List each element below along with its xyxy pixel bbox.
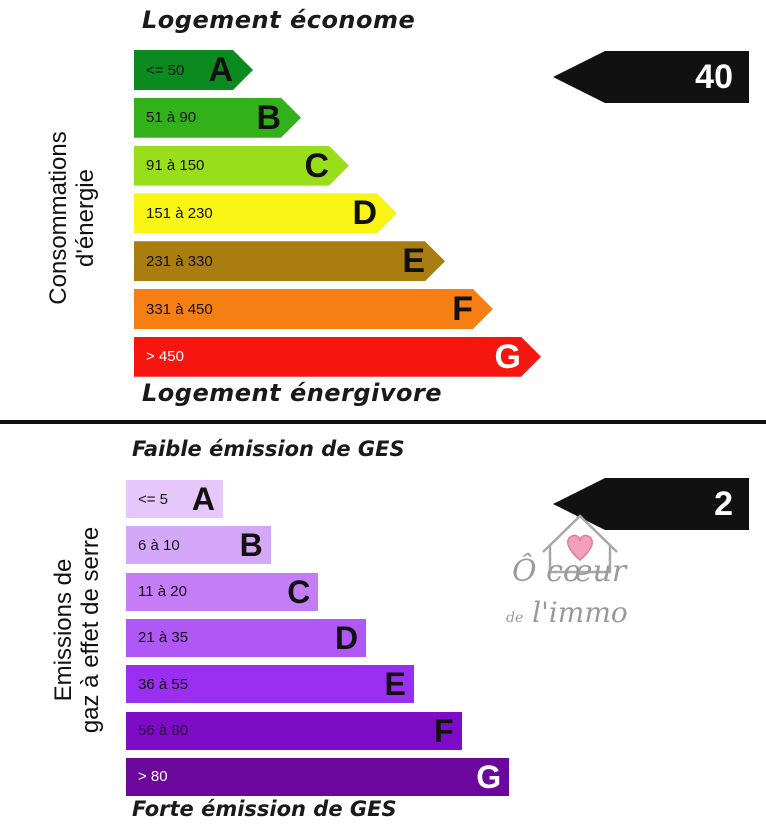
ges-band-range: 11 à 20 — [138, 583, 187, 601]
ges-band-letter: A — [191, 481, 215, 517]
ges-band-letter: C — [287, 573, 311, 610]
energy-band-range: 151 à 230 — [146, 204, 213, 222]
energy-band-range: > 450 — [146, 348, 184, 366]
energy-band-e: 231 à 330 E — [134, 241, 445, 281]
energy-band-letter: B — [256, 98, 281, 137]
ges-band-range: 6 à 10 — [138, 536, 180, 554]
energy-top-label: Logement économe — [142, 6, 416, 34]
energy-band-letter: D — [352, 194, 377, 233]
energy-axis-label-line2: d'énergie — [72, 169, 99, 267]
ges-top-label: Faible émission de GES — [132, 437, 405, 461]
ges-band-range: > 80 — [138, 768, 168, 786]
house-heart-icon — [542, 514, 618, 574]
energy-band-range: 51 à 90 — [146, 109, 197, 127]
energy-axis-label: Consommations d'énergie — [45, 131, 99, 304]
ges-band-range: 36 à 55 — [138, 675, 189, 693]
watermark-line1: Ô cœur — [512, 554, 627, 589]
energy-band-a: <= 50 A — [134, 50, 253, 90]
ges-band-range: 56 à 80 — [138, 722, 189, 739]
ges-axis-label-line1: Emissions de — [50, 558, 77, 702]
energy-band-b: 51 à 90 B — [134, 98, 301, 138]
energy-band-g: > 450 G — [134, 337, 541, 377]
ges-band-a: <= 5 A — [126, 480, 223, 518]
ges-band-g: > 80 G — [126, 757, 510, 796]
ges-band-range: 21 à 35 — [138, 629, 189, 647]
ges-band-letter: G — [476, 758, 502, 795]
section-divider — [0, 420, 766, 424]
ges-band-e: 36 à 55 E — [126, 665, 414, 704]
energy-band-c: 91 à 150 C — [134, 146, 349, 186]
ges-band-range: <= 5 — [138, 490, 169, 508]
energy-band-letter: A — [208, 51, 233, 89]
energy-value: 40 — [695, 57, 733, 96]
ges-band-letter: D — [334, 619, 359, 656]
ges-axis-label: Emissions de gaz à effet de serre — [50, 527, 104, 733]
ges-axis-label-line2: gaz à effet de serre — [77, 526, 104, 734]
energy-band-f: 331 à 450 F — [134, 289, 493, 329]
ges-value: 2 — [714, 484, 733, 523]
energy-band-range: 331 à 450 — [146, 300, 213, 318]
ges-bottom-label: Forte émission de GES — [132, 797, 397, 821]
energy-band-d: 151 à 230 D — [134, 193, 397, 233]
ges-band-f: 56 à 80 F — [126, 711, 462, 750]
energy-band-letter: F — [452, 290, 473, 328]
watermark-line2-small: de — [506, 610, 524, 626]
energy-band-range: 91 à 150 — [146, 157, 205, 175]
watermark-logo: Ô cœur de l'immo — [498, 510, 648, 650]
ges-band-b: 6 à 10 B — [126, 526, 271, 565]
watermark-line2: de l'immo — [506, 596, 628, 629]
energy-bottom-label: Logement énergivore — [142, 379, 443, 407]
energy-value-pointer: 40 — [553, 51, 749, 103]
energy-band-letter: E — [402, 242, 425, 281]
energy-band-range: 231 à 330 — [146, 252, 213, 270]
ges-band-d: 21 à 35 D — [126, 618, 367, 657]
energy-band-letter: G — [494, 337, 521, 376]
ges-band-c: 11 à 20 C — [126, 572, 319, 611]
ges-band-letter: B — [239, 527, 263, 564]
energy-band-range: <= 50 — [146, 61, 185, 79]
ges-band-letter: F — [433, 712, 454, 749]
watermark-line2-main: l'immo — [532, 596, 628, 629]
ges-band-letter: E — [384, 666, 406, 703]
energy-band-letter: C — [304, 146, 329, 185]
energy-axis-label-line1: Consommations — [45, 131, 72, 305]
